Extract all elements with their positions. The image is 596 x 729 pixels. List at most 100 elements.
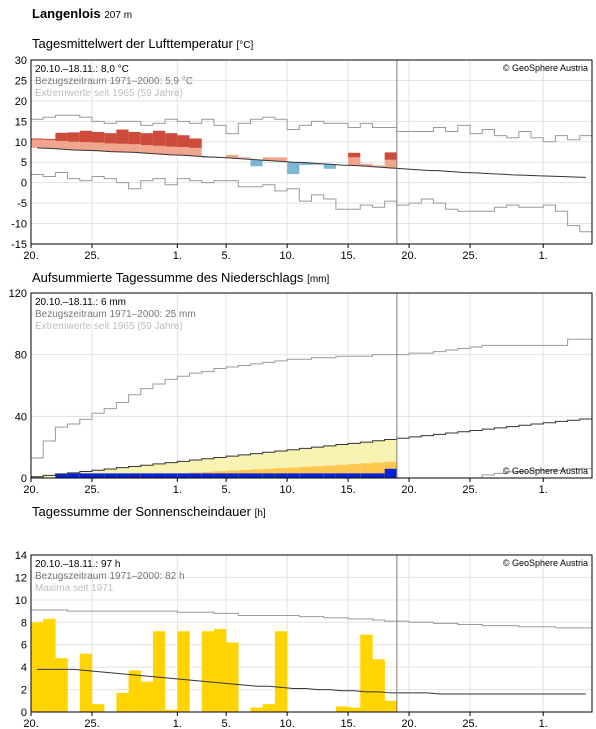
precipitation-xtick-label: 5. [222, 484, 231, 496]
precip-normal-area [31, 476, 44, 478]
precip-normal-line [31, 418, 592, 478]
sunshine-unit: [h] [254, 508, 266, 519]
temperature-bar [323, 164, 336, 169]
precip-observed-bar [335, 473, 349, 478]
precipitation-legend-line: Extremwerte seit 1965 (59 Jahre) [35, 321, 183, 332]
sunshine-bar [79, 653, 93, 712]
sunshine-bar [177, 631, 190, 712]
sunshine-xtick-label: 20. [401, 718, 416, 729]
temperature-ytick-label: -15 [11, 239, 27, 251]
temperature-legend-line: 20.10.–18.11.: 8,0 °C [35, 64, 129, 75]
temperature-bar [152, 130, 166, 146]
temperature-ytick-label: 15 [15, 116, 27, 128]
temperature-bar [128, 131, 141, 145]
temperature-bar [165, 146, 178, 155]
sunshine-xtick-label: 20. [23, 718, 38, 729]
sunshine-bar [140, 681, 154, 712]
temperature-bar [140, 133, 153, 146]
temperature-xtick-label: 10. [279, 250, 294, 262]
temperature-bar [262, 157, 275, 161]
temperature-bar [55, 132, 68, 141]
temperature-legend-line: Bezugszeitraum 1971–2000: 5,9 °C [35, 76, 193, 87]
precip-observed-bar [55, 473, 68, 478]
temperature-bar [91, 142, 105, 151]
temperature-bar [31, 139, 44, 148]
precipitation-ytick-label: 0 [21, 473, 27, 485]
temperature-ytick-label: 20 [15, 96, 27, 108]
temperature-bar [140, 145, 153, 154]
temperature-ytick-label: -5 [17, 198, 27, 210]
sunshine-bar [55, 658, 68, 712]
temperature-bar [91, 131, 105, 143]
precip-band-area [299, 466, 312, 478]
precip-normal-area [43, 475, 56, 478]
precipitation-copyright: © GeoSphere Austria [503, 466, 588, 476]
precip-observed-bar [250, 473, 263, 478]
sunshine-max-line [31, 609, 592, 629]
sunshine-bar [360, 634, 373, 712]
precipitation-ytick-label: 40 [15, 411, 27, 423]
sunshine-bar [91, 704, 105, 712]
precip-observed-bar [372, 473, 385, 478]
sunshine-ytick-label: 2 [21, 685, 27, 697]
temperature-xtick-label: 25. [84, 250, 99, 262]
temperature-bar [79, 130, 92, 143]
temperature-bar [250, 159, 263, 167]
precipitation-xtick-label: 25. [84, 484, 99, 496]
precip-observed-bar [189, 473, 202, 478]
temperature-bar [226, 154, 239, 159]
temperature-bar [128, 144, 141, 153]
precip-observed-bar [238, 473, 251, 478]
precip-observed-bar [116, 473, 129, 478]
temperature-bar [372, 165, 385, 168]
sunshine-xtick-label: 1. [173, 718, 182, 729]
sunshine-xtick-label: 15. [340, 718, 355, 729]
sunshine-xtick-label: 5. [222, 718, 231, 729]
station-elevation: 207 m [104, 10, 133, 21]
precipitation-xtick-label: 20. [23, 484, 38, 496]
sunshine-bar [213, 629, 227, 712]
temperature-normal-line [37, 147, 586, 178]
precip-observed-bar [384, 468, 398, 478]
temperature-bar [79, 142, 92, 151]
precip-normal-area [128, 466, 141, 478]
sunshine-title-text: Tagessumme der Sonnenscheindauer [32, 504, 251, 519]
precip-observed-bar [91, 473, 105, 478]
temperature-bar [116, 129, 129, 144]
temperature-chart-title: Tagesmittelwert der Lufttemperatur [°C] [32, 36, 253, 51]
temperature-bar [287, 162, 300, 175]
temperature-bar [177, 135, 190, 148]
sunshine-bar [152, 631, 166, 712]
temperature-bar [104, 133, 117, 144]
sunshine-normal-line [37, 668, 586, 695]
sunshine-legend-line: Maxima seit 1971 [35, 583, 114, 594]
temperature-plot-frame [30, 59, 593, 245]
temperature-bar [348, 152, 361, 158]
sunshine-xtick-label: 10. [279, 718, 294, 729]
precipitation-plot-frame [30, 292, 593, 479]
sunshine-bar [165, 709, 178, 712]
temperature-min-extreme-line [31, 171, 592, 233]
sunshine-ytick-label: 14 [15, 550, 27, 562]
sunshine-bar [31, 622, 44, 712]
temperature-chart: -15 -10 -5 0 5 10 15 20 25 30 20. 25. 1. 5. 10. 15. 20. 2… [11, 55, 593, 262]
temperature-ytick-label: 5 [21, 157, 27, 169]
temperature-copyright: © GeoSphere Austria [503, 63, 588, 73]
precip-observed-bar [213, 473, 227, 478]
precip-observed-bar [360, 473, 373, 478]
sunshine-plot-frame [30, 554, 593, 713]
station-header: Langenlois 207 m [32, 6, 132, 21]
precipitation-chart-title: Aufsummierte Tagessumme des Niederschlag… [32, 270, 329, 285]
precipitation-xtick-label: 15. [340, 484, 355, 496]
precip-observed-bar [262, 473, 276, 478]
sunshine-bar [348, 707, 361, 712]
precip-band-area [287, 467, 300, 478]
sunshine-bar [372, 659, 385, 712]
temperature-bar [311, 163, 324, 165]
sunshine-bar [274, 631, 288, 712]
precip-observed-bar [140, 473, 154, 478]
temperature-xtick-label: 15. [340, 250, 355, 262]
temperature-xtick-label: 1. [539, 250, 548, 262]
precip-band-area [274, 468, 288, 478]
